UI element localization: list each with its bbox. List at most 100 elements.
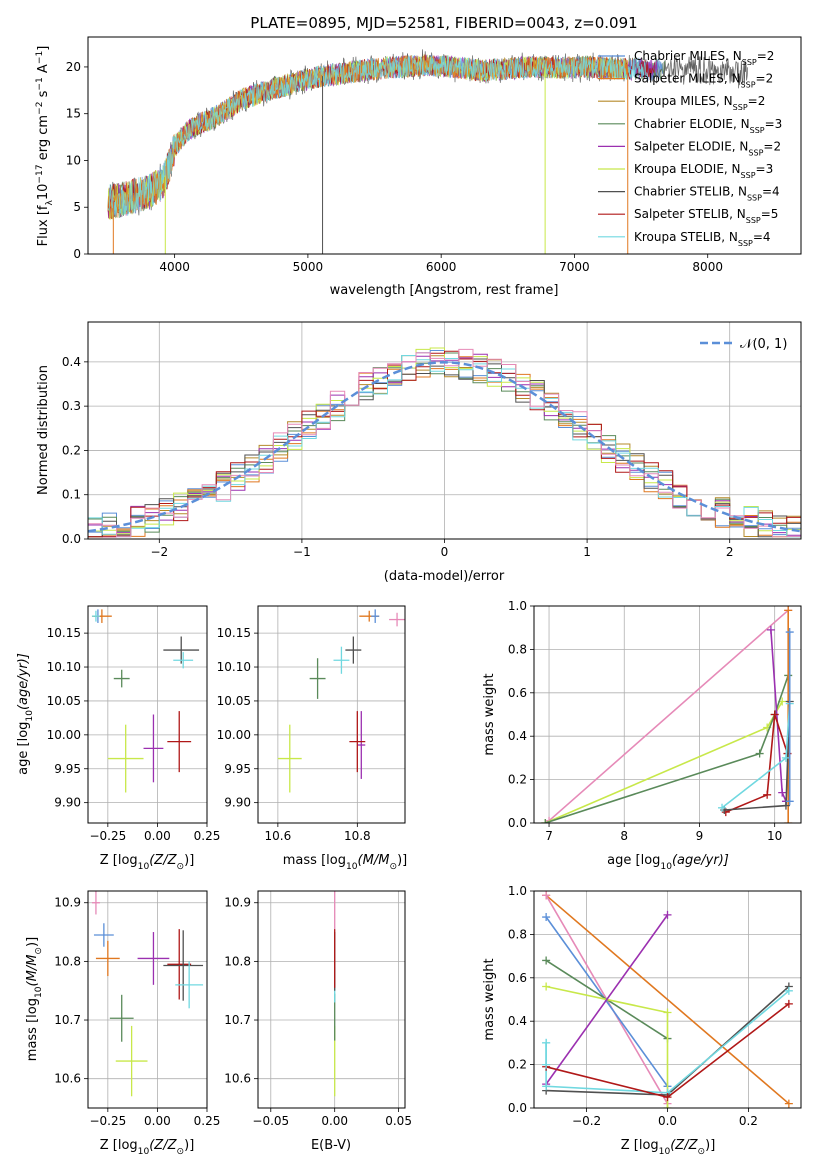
x-axis-label-part: (Z/Z — [149, 853, 177, 868]
spectrum-line — [107, 55, 647, 219]
y-tick-label: 1.0 — [508, 884, 527, 898]
y-tick-label: 9.90 — [224, 796, 251, 810]
y-axis-label-part: )] — [25, 937, 40, 947]
legend-sub: SSP — [733, 103, 748, 112]
x-axis-label: Z [log10(Z/Z⊙)] — [100, 853, 195, 872]
legend-label: Kroupa STELIB, NSSP=4 — [634, 230, 771, 248]
legend-model: Kroupa ELODIE, N — [634, 162, 741, 176]
figure-title: PLATE=0895, MJD=52581, FIBERID=0043, z=0… — [250, 14, 637, 32]
y-axis-label-part: ] — [36, 46, 51, 51]
x-tick-label: −0.2 — [572, 1114, 601, 1128]
x-axis-label-part: ⊙ — [389, 862, 397, 872]
y-tick-label: 0.6 — [508, 971, 527, 985]
y-tick-label: 0.2 — [508, 773, 527, 787]
y-tick-label: 10.9 — [54, 896, 81, 910]
y-tick-label: 10.7 — [54, 1013, 81, 1027]
y-tick-label: 20 — [66, 60, 81, 74]
y-tick-label: 10 — [66, 153, 81, 167]
x-tick-label: 10.8 — [344, 829, 371, 843]
weight-line — [725, 714, 789, 813]
y-axis-label-part: 10 — [34, 986, 44, 998]
histogram-series — [88, 355, 801, 538]
y-tick-label: 9.95 — [224, 762, 251, 776]
y-tick-label: 0.2 — [62, 443, 81, 457]
legend-label: Kroupa ELODIE, NSSP=3 — [634, 162, 773, 180]
legend-count: =2 — [757, 49, 775, 63]
x-axis-label-part: )] — [705, 1138, 715, 1153]
x-tick-label: 7 — [545, 829, 553, 843]
y-axis-label: Normed distribution — [36, 365, 51, 495]
y-tick-label: 0.4 — [508, 1014, 527, 1028]
y-tick-label: 10.8 — [224, 954, 251, 968]
legend-label: Salpeter ELODIE, NSSP=2 — [634, 139, 781, 157]
y-axis-label-part: −2 — [35, 102, 45, 115]
y-tick-label: 10.9 — [224, 896, 251, 910]
weight-marker — [718, 803, 727, 812]
x-tick-label: 0.2 — [739, 1114, 758, 1128]
y-tick-label: 0.4 — [508, 729, 527, 743]
weight-marker — [784, 999, 793, 1008]
x-tick-label: 0.25 — [194, 829, 221, 843]
weight-marker — [784, 986, 793, 995]
weight-marker — [785, 797, 794, 806]
x-tick-label: 0.00 — [144, 829, 171, 843]
x-tick-label: 10.6 — [265, 829, 292, 843]
x-tick-label: 0 — [441, 545, 449, 559]
x-axis-label: E(B-V) — [311, 1138, 351, 1153]
weight-marker — [542, 913, 551, 922]
legend-model: Chabrier MILES, N — [634, 49, 742, 63]
plot-frame — [87, 605, 208, 824]
weight-vs-metallicity-plot: −0.2 0.0 0.2 0.0 0.2 0.4 0.6 0.8 1.0 Z [log10(Z/Z… — [482, 884, 802, 1157]
y-tick-label: 0.0 — [508, 816, 527, 830]
x-axis-label: age [log10(age/yr)] — [607, 853, 729, 872]
x-axis-label-part: (Z/Z — [149, 1138, 177, 1153]
y-axis-label-part: −17 — [35, 164, 45, 183]
weight-marker — [542, 956, 551, 965]
legend-label: Chabrier MILES, NSSP=2 — [634, 49, 774, 67]
legend-model: Salpeter MILES, N — [634, 72, 741, 86]
y-tick-label: 0 — [73, 247, 81, 261]
legend-label: Chabrier STELIB, NSSP=4 — [634, 185, 780, 203]
legend-sub: SSP — [750, 125, 765, 134]
weight-marker — [542, 1060, 551, 1069]
x-axis-label-part: (M/M — [358, 853, 390, 868]
plot-frame — [257, 890, 406, 1109]
plot-frame — [87, 890, 208, 1109]
x-tick-label: 4000 — [159, 260, 190, 274]
x-tick-label: 2 — [726, 545, 734, 559]
weight-marker — [778, 788, 787, 797]
legend-label: Salpeter STELIB, NSSP=5 — [634, 207, 778, 225]
x-axis-label-part: Z [log — [100, 853, 138, 868]
plot-area — [91, 891, 204, 1097]
y-tick-label: 0.0 — [62, 532, 81, 546]
x-axis-label-part: )] — [397, 853, 407, 868]
weight-marker — [542, 1082, 551, 1091]
y-axis-label-part: −1 — [35, 77, 45, 90]
legend-label: Chabrier ELODIE, NSSP=3 — [634, 117, 782, 135]
y-axis-label-part: age [log — [16, 722, 31, 775]
y-tick-label: 0.8 — [508, 642, 527, 656]
histogram-series — [88, 348, 801, 538]
plot-area — [91, 609, 200, 793]
y-axis-label: mass weight — [482, 673, 497, 755]
weight-marker — [663, 1093, 672, 1102]
legend-model: Kroupa MILES, N — [634, 94, 733, 108]
y-axis-label-part: −1 — [35, 51, 45, 64]
legend-label: 𝒩(0, 1) — [740, 337, 787, 352]
y-axis-label-part: (M/M — [25, 955, 40, 987]
x-axis-label-part: 10 — [659, 1147, 671, 1157]
x-tick-label: 8 — [620, 829, 628, 843]
x-axis-label-part: ⊙ — [698, 1147, 706, 1157]
legend-count: =4 — [762, 185, 780, 199]
weight-marker — [763, 790, 772, 799]
legend-model: Salpeter ELODIE, N — [634, 139, 748, 153]
x-axis-label-part: Z [log — [100, 1138, 138, 1153]
mass-vs-ebv-plot: −0.05 0.00 0.05 10.6 10.7 10.8 10.9 E(B-V) — [224, 890, 412, 1153]
weight-line — [545, 914, 669, 1085]
y-axis-label-part: 10 — [36, 184, 51, 201]
legend-label: Kroupa MILES, NSSP=2 — [634, 94, 765, 112]
x-tick-label: 5000 — [293, 260, 324, 274]
weight-marker — [781, 801, 790, 810]
